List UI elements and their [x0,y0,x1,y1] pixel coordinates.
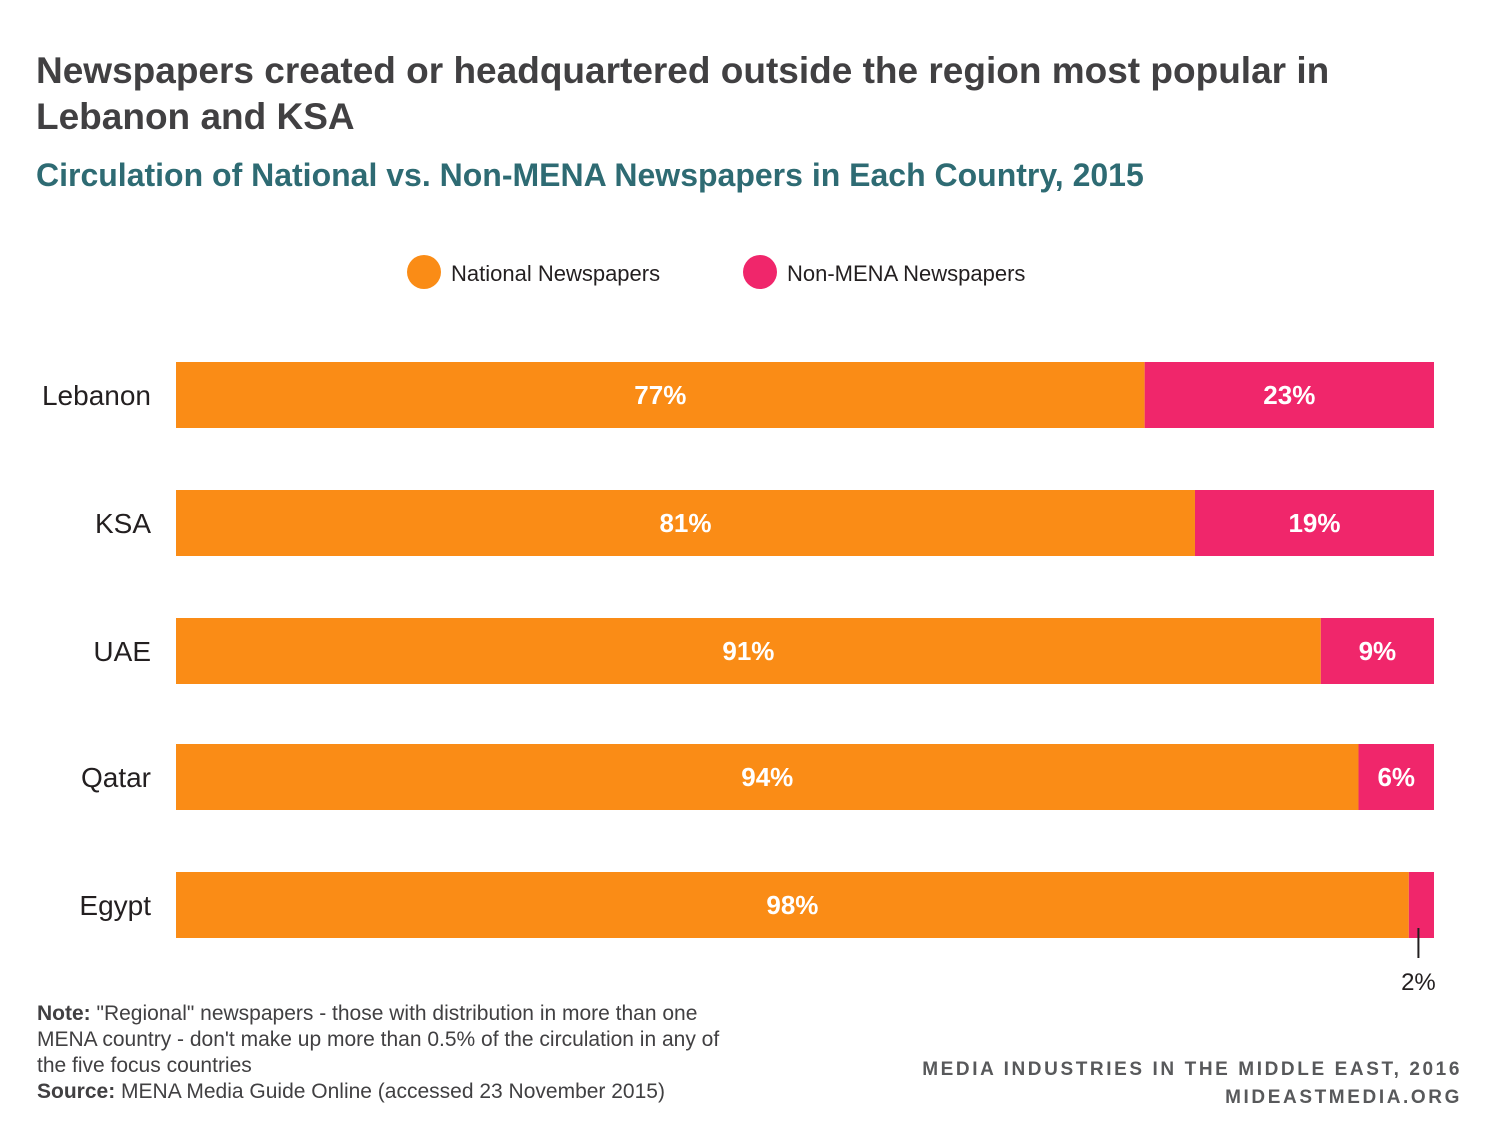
note-label: Note: [37,1002,91,1025]
category-label-0: Lebanon [42,380,151,411]
bar-segment-3-1 [1358,744,1434,810]
category-label-4: Egypt [79,890,151,921]
credit-website: MIDEASTMEDIA.ORG [1225,1087,1462,1108]
legend-marker-1 [743,255,777,289]
source-text: MENA Media Guide Online (accessed 23 Nov… [115,1080,665,1103]
category-label-3: Qatar [81,762,151,793]
chart-subtitle: Circulation of National vs. Non-MENA New… [36,157,1144,193]
legend-marker-0 [407,255,441,289]
note-text: "Regional" newspapers - those with distr… [37,1002,720,1077]
bar-segment-2-1 [1320,618,1434,684]
bar-segment-1-0 [176,490,1195,556]
data-label-2-1: 9% [1359,636,1397,666]
category-label-2: UAE [93,636,151,667]
chart-bars: Lebanon 77% 23% KSA 81% 19% UAE 91% 9% Qatar 94% 6%… [42,362,1436,996]
data-label-4-0: 98% [766,890,818,920]
data-label-3-1: 6% [1377,762,1415,792]
data-label-1-0: 81% [659,508,711,538]
chart-legend: National Newspapers Non-MENA Newspapers [407,255,1025,289]
bar-segment-2-0 [176,618,1321,684]
data-label-0-1: 23% [1263,380,1315,410]
data-label-4-1: 2% [1401,969,1436,996]
legend-label-0: National Newspapers [451,261,660,286]
bar-segment-0-1 [1144,362,1434,428]
legend-label-1: Non-MENA Newspapers [787,261,1025,286]
stacked-bar-chart: National Newspapers Non-MENA Newspapers L… [42,255,1436,996]
data-label-0-0: 77% [634,380,686,410]
bar-segment-3-0 [176,744,1359,810]
data-label-1-1: 19% [1288,508,1340,538]
category-label-1: KSA [95,508,151,539]
bar-segment-4-1 [1408,872,1434,938]
bar-segment-1-1 [1194,490,1434,556]
data-label-3-0: 94% [741,762,793,792]
source-label: Source: [37,1080,116,1103]
bar-segment-4-0 [176,872,1409,938]
bar-segment-0-0 [176,362,1145,428]
credit: MEDIA INDUSTRIES IN THE MIDDLE EAST, 201… [922,1056,1462,1112]
credit-publication: MEDIA INDUSTRIES IN THE MIDDLE EAST, 201… [922,1059,1462,1080]
chart-title: Newspapers created or headquartered outs… [36,50,1330,137]
chart-notes: Note: "Regional" newspapers - those with… [37,1001,737,1105]
data-label-2-0: 91% [722,636,774,666]
